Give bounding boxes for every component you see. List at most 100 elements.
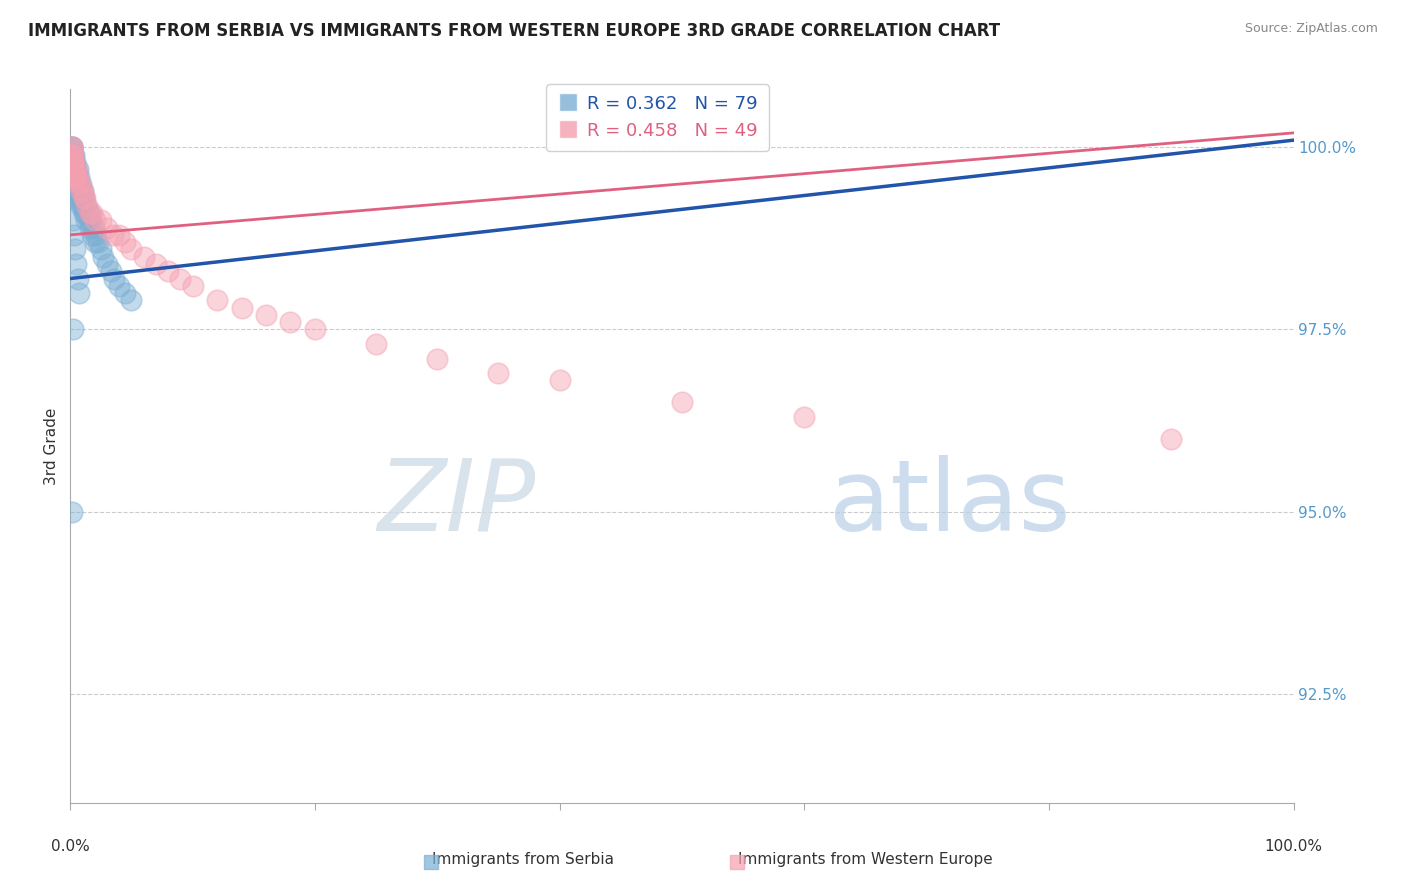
Point xyxy=(83,235,105,249)
Text: IMMIGRANTS FROM SERBIA VS IMMIGRANTS FROM WESTERN EUROPE 3RD GRADE CORRELATION C: IMMIGRANTS FROM SERBIA VS IMMIGRANTS FRO… xyxy=(28,22,1000,40)
Point xyxy=(62,322,84,336)
Legend: R = 0.362   N = 79, R = 0.458   N = 49: R = 0.362 N = 79, R = 0.458 N = 49 xyxy=(546,84,769,151)
Point xyxy=(67,169,90,184)
Point xyxy=(63,169,86,184)
Point xyxy=(65,162,87,177)
Point xyxy=(60,191,83,205)
Point xyxy=(63,169,86,184)
Point xyxy=(79,220,101,235)
Point xyxy=(114,235,136,249)
Point xyxy=(62,155,84,169)
Point xyxy=(121,243,143,257)
Point xyxy=(60,177,83,191)
Point xyxy=(73,191,96,205)
Point xyxy=(60,140,83,154)
Point xyxy=(62,147,84,161)
Y-axis label: 3rd Grade: 3rd Grade xyxy=(44,408,59,484)
Point xyxy=(77,213,100,227)
Point xyxy=(488,366,510,380)
Point xyxy=(60,184,83,198)
Point xyxy=(83,220,105,235)
Point xyxy=(169,271,191,285)
Point xyxy=(60,155,83,169)
Point xyxy=(366,337,388,351)
Point xyxy=(66,271,89,285)
Point xyxy=(108,227,131,242)
Point xyxy=(63,155,86,169)
Point xyxy=(108,278,131,293)
Point xyxy=(63,162,86,177)
Point xyxy=(63,155,86,169)
Point xyxy=(69,177,91,191)
Point xyxy=(63,169,86,184)
Point xyxy=(96,220,118,235)
Point xyxy=(426,351,449,366)
Text: Source: ZipAtlas.com: Source: ZipAtlas.com xyxy=(1244,22,1378,36)
Point xyxy=(70,184,93,198)
Point xyxy=(83,213,105,227)
Point xyxy=(1160,432,1182,446)
Point xyxy=(79,206,101,220)
Point xyxy=(60,155,83,169)
Point xyxy=(90,213,112,227)
Point xyxy=(121,293,143,308)
Text: 0.0%: 0.0% xyxy=(51,839,90,855)
Point xyxy=(62,184,84,198)
Point xyxy=(60,147,83,161)
Point xyxy=(60,504,83,518)
Point xyxy=(91,250,114,264)
Point xyxy=(62,155,84,169)
Point xyxy=(60,162,83,177)
Point xyxy=(100,264,122,278)
Point xyxy=(60,140,83,154)
Point xyxy=(62,213,84,227)
Point xyxy=(67,177,90,191)
Point xyxy=(65,169,87,184)
Point xyxy=(62,177,84,191)
Point xyxy=(181,278,204,293)
Point xyxy=(101,227,124,242)
Point xyxy=(76,199,98,213)
Point xyxy=(60,147,83,161)
Point xyxy=(671,395,693,409)
Point xyxy=(231,301,253,315)
Text: 100.0%: 100.0% xyxy=(1264,839,1323,855)
Point xyxy=(60,140,83,154)
Point xyxy=(60,184,83,198)
Point xyxy=(60,140,83,154)
Point xyxy=(60,147,83,161)
Point xyxy=(65,169,87,184)
Point xyxy=(80,213,103,227)
Point xyxy=(67,184,90,198)
Point xyxy=(72,184,94,198)
Point xyxy=(63,155,86,169)
Point xyxy=(60,155,83,169)
Point xyxy=(60,140,83,154)
Point xyxy=(65,257,87,271)
Point xyxy=(62,169,84,184)
Point xyxy=(62,162,84,177)
Point xyxy=(90,243,112,257)
Point xyxy=(63,177,86,191)
Point xyxy=(63,243,86,257)
Point xyxy=(73,191,96,205)
Point xyxy=(70,199,93,213)
Text: Immigrants from Western Europe: Immigrants from Western Europe xyxy=(738,852,993,867)
Point xyxy=(103,271,125,285)
Point xyxy=(77,206,100,220)
Point xyxy=(87,235,110,249)
Point xyxy=(62,147,84,161)
Point xyxy=(62,162,84,177)
Point xyxy=(66,191,89,205)
Point xyxy=(548,374,571,388)
Point xyxy=(63,162,86,177)
Point xyxy=(73,206,96,220)
Point xyxy=(60,162,83,177)
Point xyxy=(63,227,86,242)
Point xyxy=(63,162,86,177)
Point xyxy=(60,177,83,191)
Point xyxy=(69,191,91,205)
Point xyxy=(96,257,118,271)
Text: atlas: atlas xyxy=(828,455,1070,551)
Point xyxy=(75,213,97,227)
